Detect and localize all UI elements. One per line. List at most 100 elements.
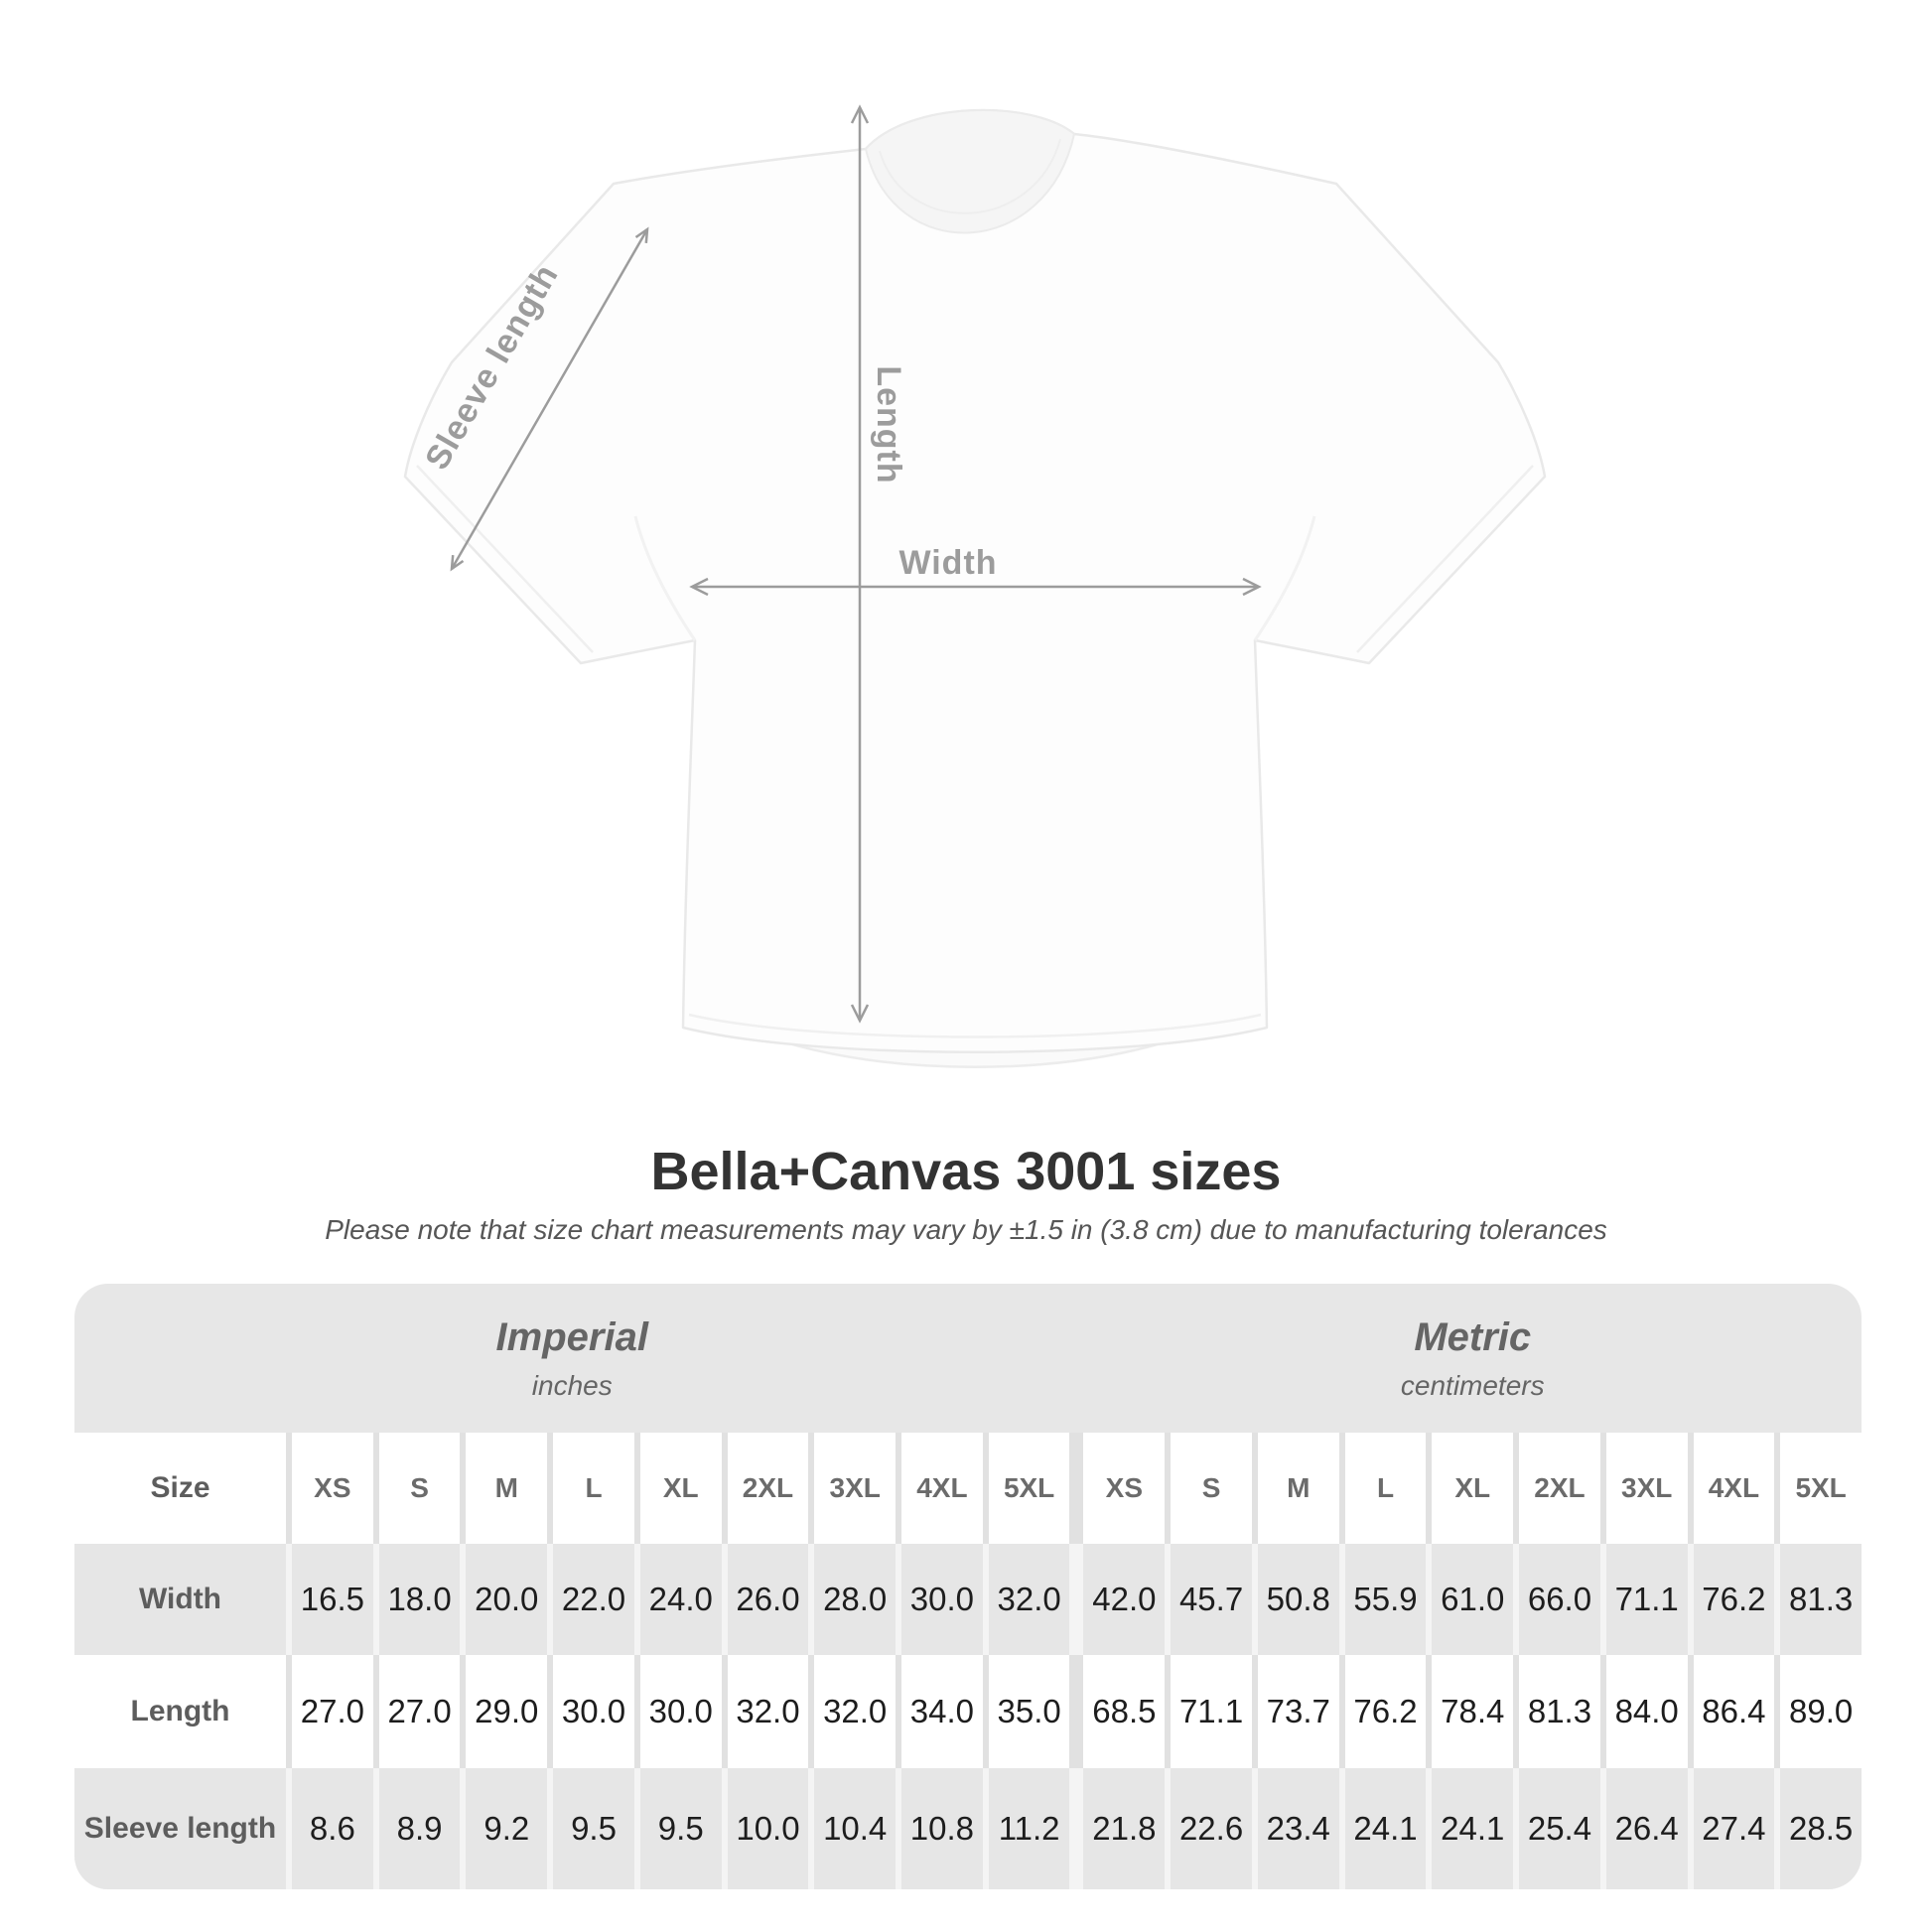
sleeve-imperial-5: 10.0	[727, 1768, 809, 1889]
length-imperial-4: 30.0	[639, 1655, 722, 1768]
sleeve-metric-3: 24.1	[1344, 1768, 1427, 1889]
size-col-metric-7: 4XL	[1693, 1433, 1775, 1544]
sleeve-metric-8: 28.5	[1780, 1768, 1862, 1889]
length-imperial-0: 27.0	[292, 1655, 373, 1768]
sleeve-imperial-3: 9.5	[553, 1768, 634, 1889]
row-label-length: Length	[74, 1655, 286, 1768]
length-label: Length	[870, 365, 907, 483]
size-col-metric-3: L	[1344, 1433, 1427, 1544]
imperial-header: Imperial inches	[74, 1284, 1070, 1433]
section-divider	[1075, 1544, 1077, 1655]
width-arrow	[689, 577, 1262, 597]
width-imperial-2: 20.0	[466, 1544, 548, 1655]
size-col-metric-6: 3XL	[1605, 1433, 1688, 1544]
sleeve-metric-4: 24.1	[1432, 1768, 1514, 1889]
metric-header: Metric centimeters	[1084, 1284, 1863, 1433]
length-imperial-7: 34.0	[901, 1655, 983, 1768]
length-metric-7: 86.4	[1693, 1655, 1775, 1768]
size-col-imperial-1: S	[378, 1433, 461, 1544]
length-imperial-3: 30.0	[553, 1655, 634, 1768]
table-row-width: Width 16.5 18.0 20.0 22.0 24.0 26.0 28.0 30.0 32…	[74, 1544, 1862, 1655]
left-underarm-crease	[633, 515, 697, 641]
width-imperial-4: 24.0	[639, 1544, 722, 1655]
length-metric-2: 73.7	[1257, 1655, 1339, 1768]
tshirt-neck-opening	[864, 109, 1076, 234]
width-metric-3: 55.9	[1344, 1544, 1427, 1655]
width-metric-0: 42.0	[1083, 1544, 1166, 1655]
section-divider	[1075, 1768, 1077, 1889]
length-metric-4: 78.4	[1432, 1655, 1514, 1768]
tshirt-measurement-diagram: Length Width Sleeve length	[403, 104, 1547, 1068]
right-cuff-seam	[1356, 465, 1534, 653]
length-metric-5: 81.3	[1519, 1655, 1600, 1768]
corner-label: Size	[74, 1433, 286, 1544]
size-col-imperial-6: 3XL	[814, 1433, 897, 1544]
size-col-imperial-8: 5XL	[988, 1433, 1070, 1544]
size-col-imperial-0: XS	[292, 1433, 373, 1544]
size-col-imperial-3: L	[553, 1433, 634, 1544]
tshirt-graphic: Length Width Sleeve length	[403, 104, 1547, 1068]
width-imperial-0: 16.5	[292, 1544, 373, 1655]
length-imperial-5: 32.0	[727, 1655, 809, 1768]
table-row-sleeve-length: Sleeve length 8.6 8.9 9.2 9.5 9.5 10.0 10.4 10.…	[74, 1768, 1862, 1889]
width-metric-8: 81.3	[1780, 1544, 1862, 1655]
length-metric-3: 76.2	[1344, 1655, 1427, 1768]
sleeve-metric-0: 21.8	[1083, 1768, 1166, 1889]
size-col-imperial-4: XL	[639, 1433, 722, 1544]
size-col-imperial-5: 2XL	[727, 1433, 809, 1544]
size-col-imperial-7: 4XL	[901, 1433, 983, 1544]
size-col-metric-1: S	[1171, 1433, 1252, 1544]
sleeve-metric-5: 25.4	[1519, 1768, 1600, 1889]
hem-stitch	[688, 1013, 1262, 1038]
size-header-row: Size XS S M L XL 2XL 3XL 4XL 5XL XS S M L XL 2XL 3XL 4X…	[74, 1433, 1862, 1544]
length-metric-8: 89.0	[1780, 1655, 1862, 1768]
right-underarm-crease	[1253, 515, 1316, 641]
table-row-length: Length 27.0 27.0 29.0 30.0 30.0 32.0 32.0 34.0 3…	[74, 1655, 1862, 1768]
size-col-metric-8: 5XL	[1780, 1433, 1862, 1544]
metric-unit: centimeters	[1400, 1369, 1545, 1401]
width-imperial-7: 30.0	[901, 1544, 983, 1655]
left-cuff-seam	[416, 465, 594, 653]
width-imperial-3: 22.0	[553, 1544, 634, 1655]
size-col-metric-4: XL	[1432, 1433, 1514, 1544]
size-table: Imperial inches Metric centimeters Size …	[74, 1284, 1862, 1889]
width-imperial-6: 28.0	[814, 1544, 897, 1655]
length-arrow	[850, 104, 870, 1024]
sleeve-imperial-6: 10.4	[814, 1768, 897, 1889]
length-metric-1: 71.1	[1171, 1655, 1252, 1768]
size-col-metric-5: 2XL	[1519, 1433, 1600, 1544]
row-label-sleeve-length: Sleeve length	[74, 1768, 286, 1889]
length-metric-6: 84.0	[1605, 1655, 1688, 1768]
length-imperial-2: 29.0	[466, 1655, 548, 1768]
section-divider	[1075, 1655, 1077, 1768]
length-metric-0: 68.5	[1083, 1655, 1166, 1768]
tshirt-collar-band	[879, 138, 1061, 214]
sleeve-metric-1: 22.6	[1171, 1768, 1252, 1889]
width-imperial-5: 26.0	[727, 1544, 809, 1655]
size-col-metric-0: XS	[1083, 1433, 1166, 1544]
length-imperial-8: 35.0	[988, 1655, 1070, 1768]
sleeve-metric-2: 23.4	[1257, 1768, 1339, 1889]
sleeve-metric-7: 27.4	[1693, 1768, 1775, 1889]
length-imperial-6: 32.0	[814, 1655, 897, 1768]
size-col-metric-2: M	[1257, 1433, 1339, 1544]
width-metric-4: 61.0	[1432, 1544, 1514, 1655]
page-subtitle: Please note that size chart measurements…	[325, 1214, 1607, 1245]
width-imperial-8: 32.0	[988, 1544, 1070, 1655]
sleeve-imperial-0: 8.6	[292, 1768, 373, 1889]
width-imperial-1: 18.0	[378, 1544, 461, 1655]
page-title: Bella+Canvas 3001 sizes	[650, 1142, 1282, 1201]
sleeve-imperial-8: 11.2	[988, 1768, 1070, 1889]
sleeve-imperial-7: 10.8	[901, 1768, 983, 1889]
width-metric-1: 45.7	[1171, 1544, 1252, 1655]
width-metric-7: 76.2	[1693, 1544, 1775, 1655]
sleeve-length-arrow	[450, 226, 649, 572]
sleeve-imperial-2: 9.2	[466, 1768, 548, 1889]
section-divider	[1075, 1433, 1077, 1544]
metric-label: Metric	[1414, 1314, 1532, 1359]
width-metric-5: 66.0	[1519, 1544, 1600, 1655]
imperial-unit: inches	[531, 1369, 613, 1401]
size-col-imperial-2: M	[466, 1433, 548, 1544]
length-imperial-1: 27.0	[378, 1655, 461, 1768]
width-metric-2: 50.8	[1257, 1544, 1339, 1655]
